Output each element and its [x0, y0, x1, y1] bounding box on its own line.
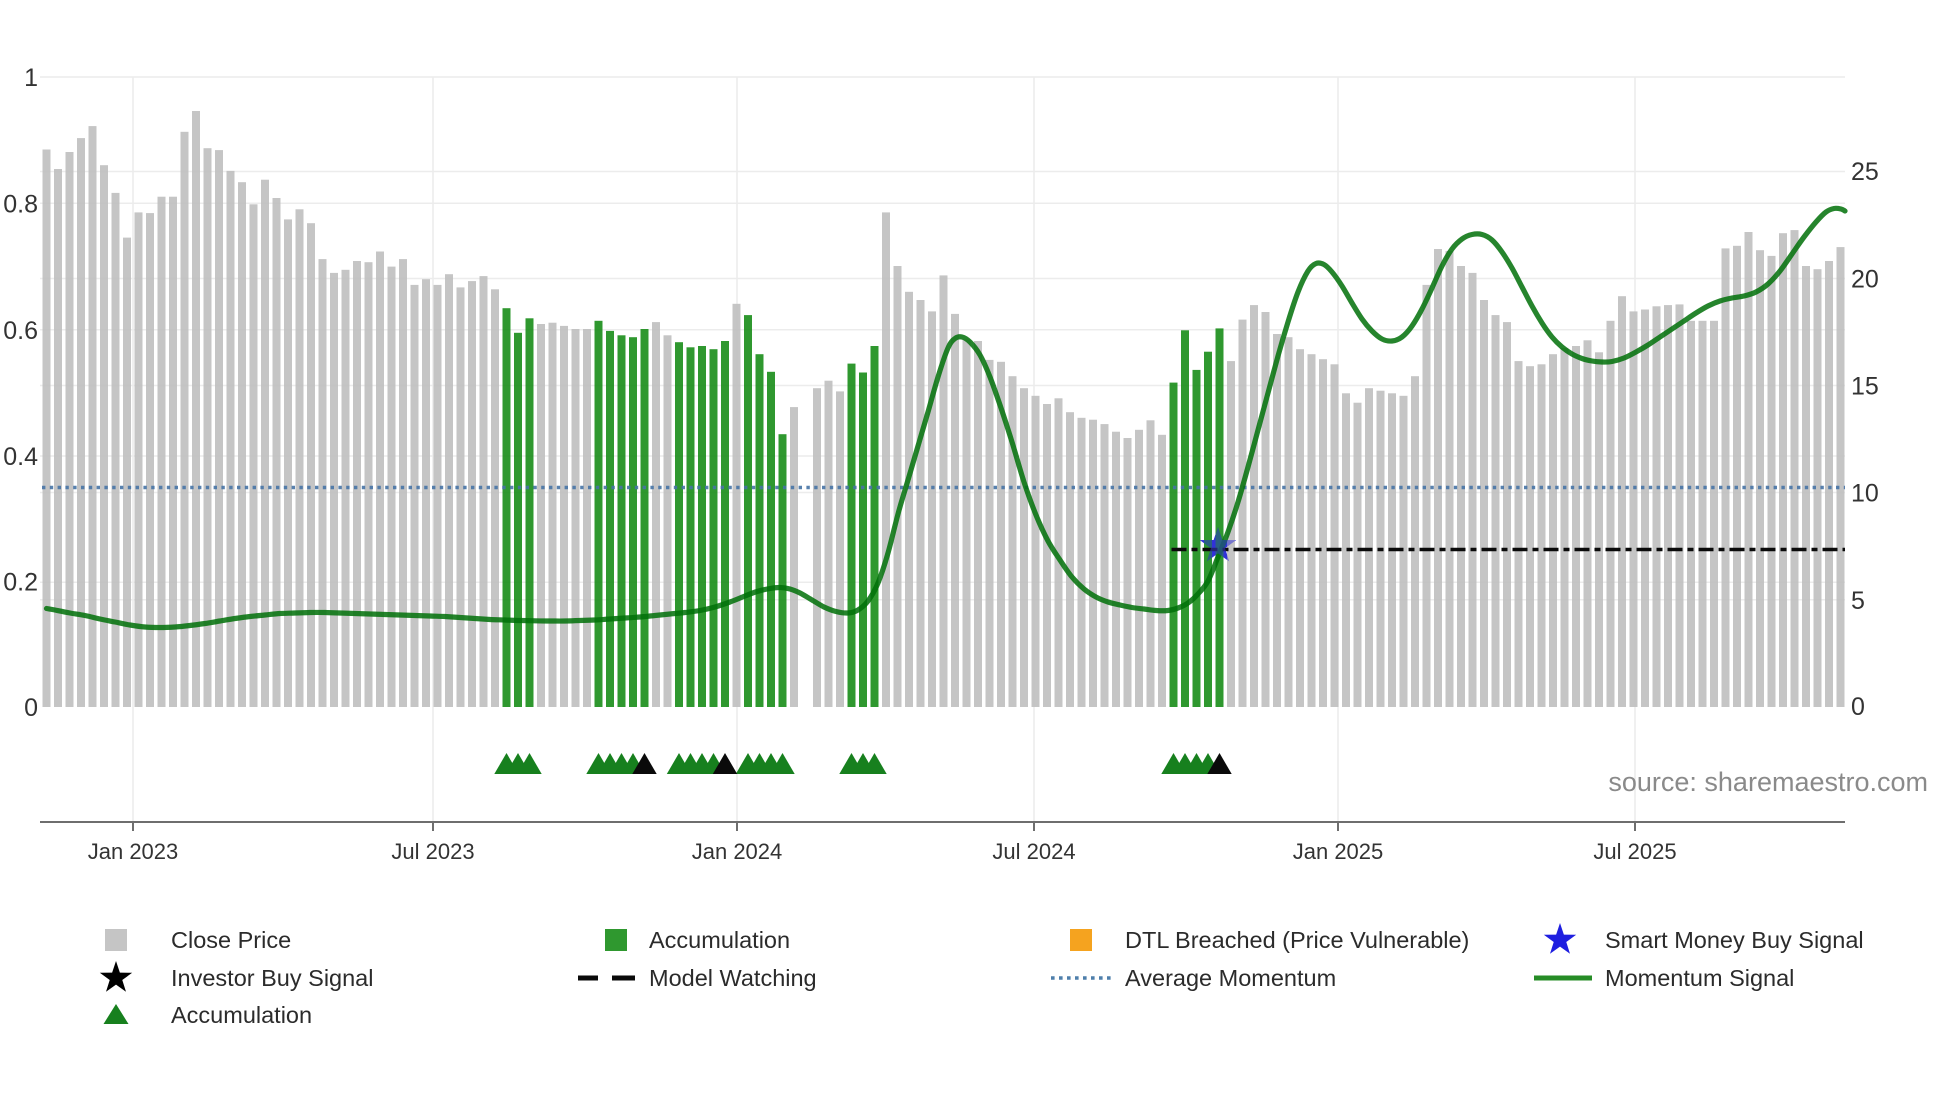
svg-text:Jul 2024: Jul 2024: [992, 839, 1075, 864]
svg-text:Smart Money Buy Signal: Smart Money Buy Signal: [1605, 927, 1864, 953]
svg-text:Close Price: Close Price: [171, 927, 291, 953]
svg-text:15: 15: [1851, 373, 1879, 401]
svg-text:Accumulation: Accumulation: [171, 1002, 312, 1028]
svg-text:0.8: 0.8: [3, 191, 38, 219]
svg-text:0.6: 0.6: [3, 317, 38, 345]
svg-text:Jul 2023: Jul 2023: [391, 839, 474, 864]
svg-text:Model Watching: Model Watching: [649, 965, 817, 991]
svg-text:Jul 2025: Jul 2025: [1593, 839, 1676, 864]
svg-text:20: 20: [1851, 266, 1879, 294]
svg-text:Average Momentum: Average Momentum: [1125, 965, 1336, 991]
svg-text:DTL Breached (Price Vulnerable: DTL Breached (Price Vulnerable): [1125, 927, 1469, 953]
svg-text:0.2: 0.2: [3, 569, 38, 597]
svg-text:Jan 2023: Jan 2023: [88, 839, 179, 864]
svg-text:0: 0: [24, 694, 38, 722]
svg-text:Investor Buy Signal: Investor Buy Signal: [171, 965, 373, 991]
svg-text:5: 5: [1851, 587, 1865, 615]
svg-text:1: 1: [24, 64, 38, 92]
svg-text:0.4: 0.4: [3, 443, 38, 471]
svg-text:0: 0: [1851, 693, 1865, 721]
svg-text:source: sharemaestro.com: source: sharemaestro.com: [1608, 767, 1928, 797]
svg-text:Momentum Signal: Momentum Signal: [1605, 965, 1794, 991]
svg-text:Accumulation: Accumulation: [649, 927, 790, 953]
svg-text:10: 10: [1851, 480, 1879, 508]
svg-text:Jan 2025: Jan 2025: [1293, 839, 1384, 864]
svg-text:Jan 2024: Jan 2024: [692, 839, 783, 864]
svg-text:25: 25: [1851, 158, 1879, 186]
